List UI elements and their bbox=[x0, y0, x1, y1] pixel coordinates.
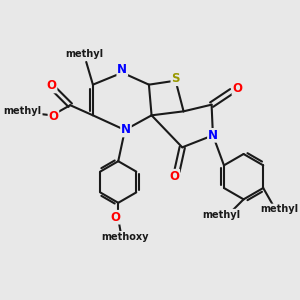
Text: methyl: methyl bbox=[4, 106, 42, 116]
Text: O: O bbox=[48, 110, 59, 123]
Text: S: S bbox=[171, 72, 180, 85]
Text: methyl: methyl bbox=[202, 209, 240, 220]
Text: O: O bbox=[110, 211, 120, 224]
Text: methoxy: methoxy bbox=[101, 232, 149, 242]
Text: O: O bbox=[46, 80, 57, 92]
Text: O: O bbox=[232, 82, 242, 95]
Text: methyl: methyl bbox=[66, 49, 104, 59]
Text: N: N bbox=[208, 129, 218, 142]
Text: N: N bbox=[117, 63, 127, 76]
Text: methyl: methyl bbox=[260, 204, 298, 214]
Text: N: N bbox=[121, 124, 131, 136]
Text: O: O bbox=[169, 169, 179, 183]
